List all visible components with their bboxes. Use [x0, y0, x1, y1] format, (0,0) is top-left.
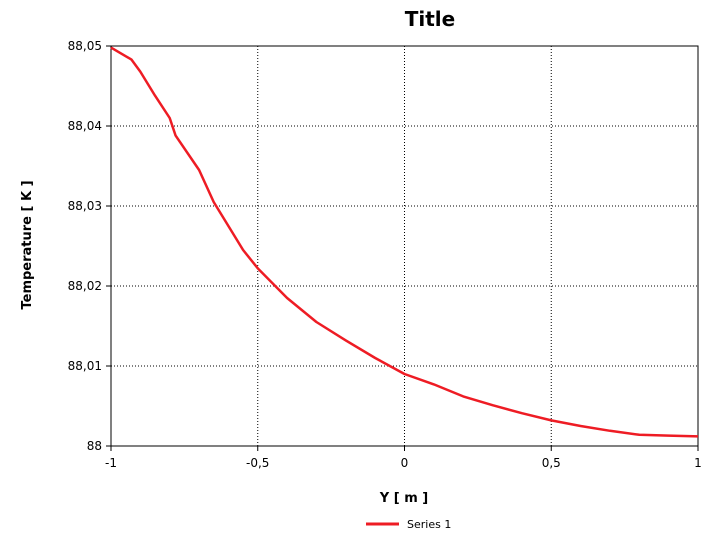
- x-tick-label-2: 0: [401, 456, 409, 470]
- y-axis-label: Temperature [ K ]: [20, 180, 35, 309]
- x-tick-label-0: -1: [105, 456, 117, 470]
- chart-title: Title: [405, 7, 455, 31]
- y-tick-label-5: 88,05: [68, 39, 102, 53]
- x-tick-label-3: 0,5: [542, 456, 561, 470]
- legend-label-series-1: Series 1: [407, 518, 451, 531]
- x-tick-label-4: 1: [694, 456, 702, 470]
- y-tick-label-0: 88: [87, 439, 102, 453]
- x-axis-label: Y [ m ]: [379, 491, 428, 506]
- y-tick-label-2: 88,02: [68, 279, 102, 293]
- y-tick-label-4: 88,04: [68, 119, 102, 133]
- series-layer: [110, 46, 699, 438]
- legend: Series 1: [366, 518, 451, 531]
- series-line-1: [110, 46, 699, 438]
- y-tick-label-1: 88,01: [68, 359, 102, 373]
- x-tick-label-1: -0,5: [246, 456, 269, 470]
- y-tick-label-3: 88,03: [68, 199, 102, 213]
- y-axis-ticks: 88 88,01 88,02 88,03 88,04 88,05: [68, 39, 111, 453]
- grid: [110, 45, 699, 447]
- x-axis-ticks: -1 -0,5 0 0,5 1: [105, 446, 702, 470]
